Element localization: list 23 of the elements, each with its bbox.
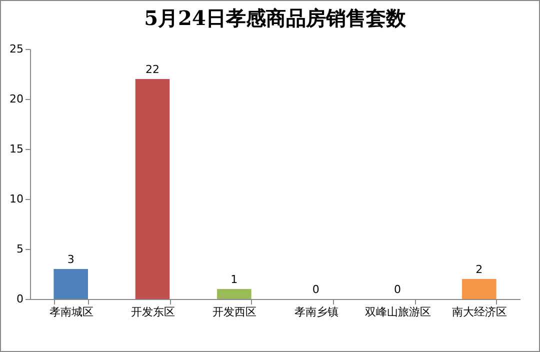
bar	[462, 279, 496, 299]
y-tick-label: 15	[10, 142, 24, 156]
bar	[54, 269, 88, 299]
y-tick-label: 10	[10, 192, 24, 206]
y-tick-label: 0	[16, 292, 24, 306]
bar	[217, 289, 252, 299]
data-label: 22	[146, 63, 160, 76]
data-label: 1	[230, 273, 238, 286]
chart-title: 5月24日孝感商品房销售套数	[144, 6, 407, 30]
x-tick-label: 开发东区	[131, 306, 175, 318]
x-tick-label: 孝南乡镇	[294, 306, 338, 318]
y-tick-label: 20	[10, 92, 24, 106]
data-label: 0	[394, 283, 401, 296]
data-label: 3	[67, 253, 74, 266]
data-label: 2	[476, 263, 483, 276]
data-label: 0	[312, 283, 320, 296]
x-tick-label: 开发西区	[212, 306, 257, 318]
y-tick-label: 5	[16, 242, 24, 256]
x-tick-label: 双峰山旅游区	[365, 306, 431, 318]
x-tick-label: 南大经济区	[452, 306, 508, 318]
y-tick-label: 25	[10, 42, 24, 56]
x-tick-label: 孝南城区	[49, 306, 94, 318]
bar	[135, 79, 170, 299]
